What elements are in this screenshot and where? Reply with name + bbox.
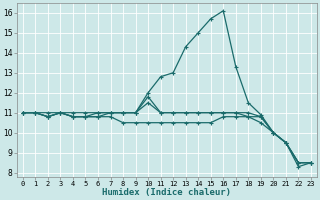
X-axis label: Humidex (Indice chaleur): Humidex (Indice chaleur): [102, 188, 231, 197]
